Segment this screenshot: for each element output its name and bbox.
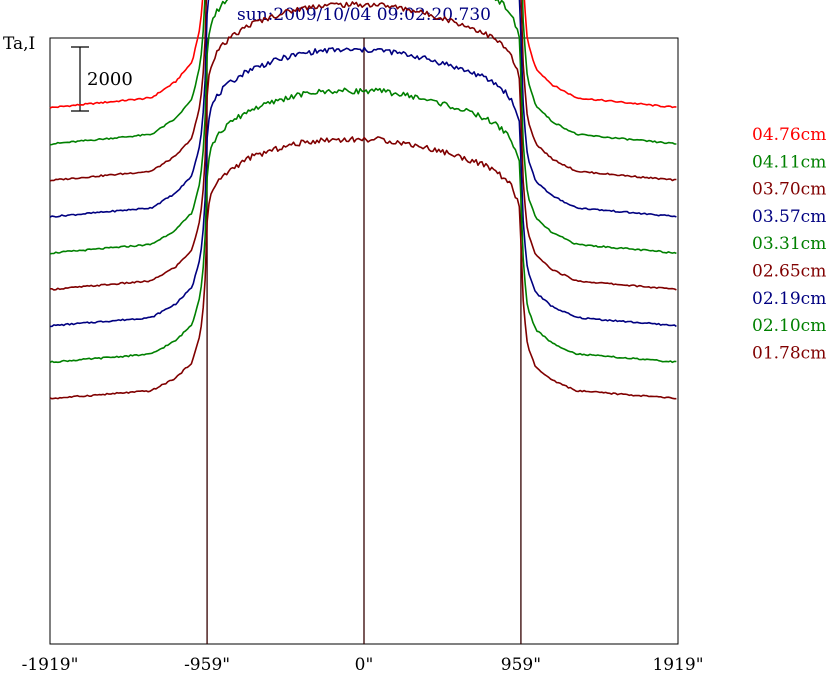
- scale-bar: 2000: [71, 46, 133, 112]
- legend-entry: 02.65cm: [752, 262, 826, 282]
- x-tick-label: 959": [501, 655, 541, 675]
- legend-entry: 01.78cm: [752, 343, 826, 363]
- y-axis-label: Ta,I: [3, 34, 35, 54]
- x-tick-label: -959": [184, 655, 230, 675]
- legend-entry: 04.11cm: [752, 152, 826, 172]
- series-line-04-76cm: [49, 0, 677, 109]
- legend-entry: 02.10cm: [752, 316, 826, 336]
- legend-entry: 03.70cm: [752, 180, 826, 200]
- scale-bar-label: 2000: [87, 69, 133, 90]
- series-group: [49, 0, 677, 400]
- x-tick-label: -1919": [22, 655, 79, 675]
- legend-entry: 04.76cm: [752, 125, 826, 145]
- series-line-03-70cm: [49, 0, 677, 182]
- x-tick-label: 1919": [652, 655, 703, 675]
- x-tick-labels: -1919" -959" 0" 959" 1919": [22, 655, 704, 675]
- series-line-02-10cm: [49, 87, 677, 364]
- x-tick-label: 0": [355, 655, 374, 675]
- legend-entry: 03.31cm: [752, 234, 826, 254]
- series-line-03-31cm: [49, 0, 677, 255]
- reference-lines: [206, 38, 522, 644]
- chart-title: sun:2009/10/04 09:02:20.730: [237, 5, 491, 25]
- series-line-04-11cm: [49, 0, 677, 146]
- series-line-03-57cm: [49, 0, 677, 218]
- legend-entry: 02.19cm: [752, 289, 826, 309]
- series-line-02-19cm: [49, 46, 677, 328]
- series-line-02-65cm: [50, 1, 677, 291]
- series-line-01-78cm: [49, 136, 677, 400]
- legend: 04.76cm 04.11cm 03.70cm 03.57cm 03.31cm 02.65…: [752, 125, 826, 363]
- legend-entry: 03.57cm: [752, 207, 826, 227]
